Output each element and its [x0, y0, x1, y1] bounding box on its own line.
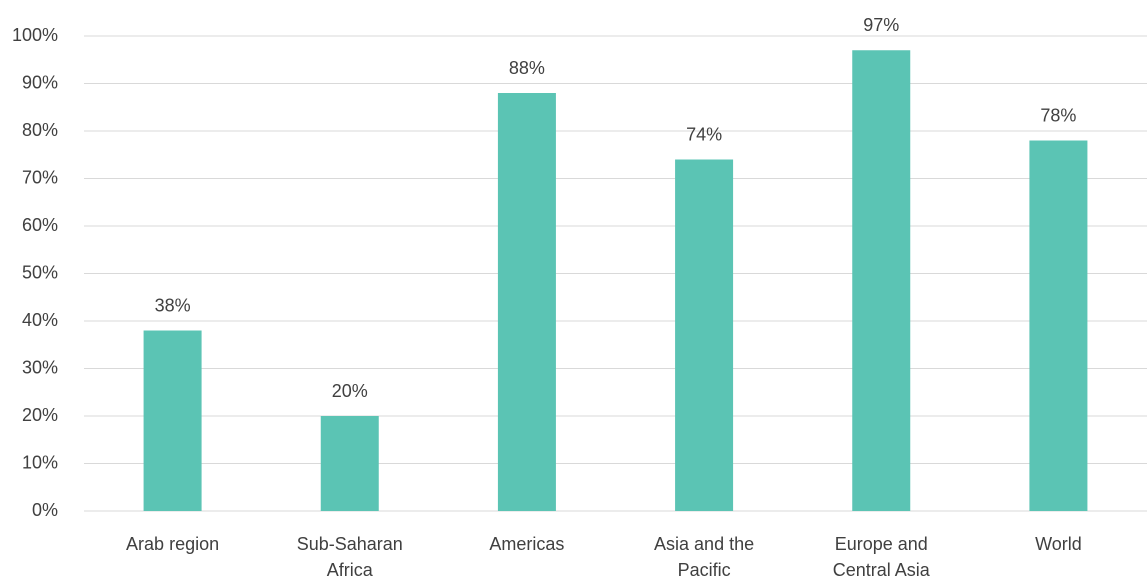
bar: [675, 159, 734, 511]
bar: [143, 330, 202, 511]
data-label: 20%: [332, 381, 368, 401]
y-tick-label: 100%: [12, 25, 58, 45]
y-tick-label: 90%: [22, 72, 58, 92]
bar: [1029, 140, 1088, 511]
x-tick-label: Europe and Central Asia: [833, 534, 931, 580]
bar: [852, 50, 911, 511]
y-tick-label: 40%: [22, 310, 58, 330]
bar: [320, 416, 379, 511]
data-label: 38%: [155, 295, 191, 315]
y-tick-label: 10%: [22, 452, 58, 472]
y-tick-label: 20%: [22, 405, 58, 425]
bar: [497, 93, 556, 511]
y-tick-label: 30%: [22, 357, 58, 377]
y-tick-label: 0%: [32, 500, 58, 520]
y-tick-label: 70%: [22, 167, 58, 187]
y-tick-label: 60%: [22, 215, 58, 235]
x-tick-label: Arab region: [126, 534, 219, 554]
y-tick-label: 50%: [22, 262, 58, 282]
data-label: 74%: [686, 124, 722, 144]
data-label: 88%: [509, 58, 545, 78]
x-tick-label: Asia and the Pacific: [654, 534, 754, 580]
x-tick-label: Americas: [489, 534, 564, 554]
x-tick-label: Sub-Saharan Africa: [297, 534, 403, 580]
data-label: 78%: [1040, 105, 1076, 125]
y-tick-label: 80%: [22, 120, 58, 140]
x-tick-label: World: [1035, 534, 1082, 554]
data-label: 97%: [863, 15, 899, 35]
